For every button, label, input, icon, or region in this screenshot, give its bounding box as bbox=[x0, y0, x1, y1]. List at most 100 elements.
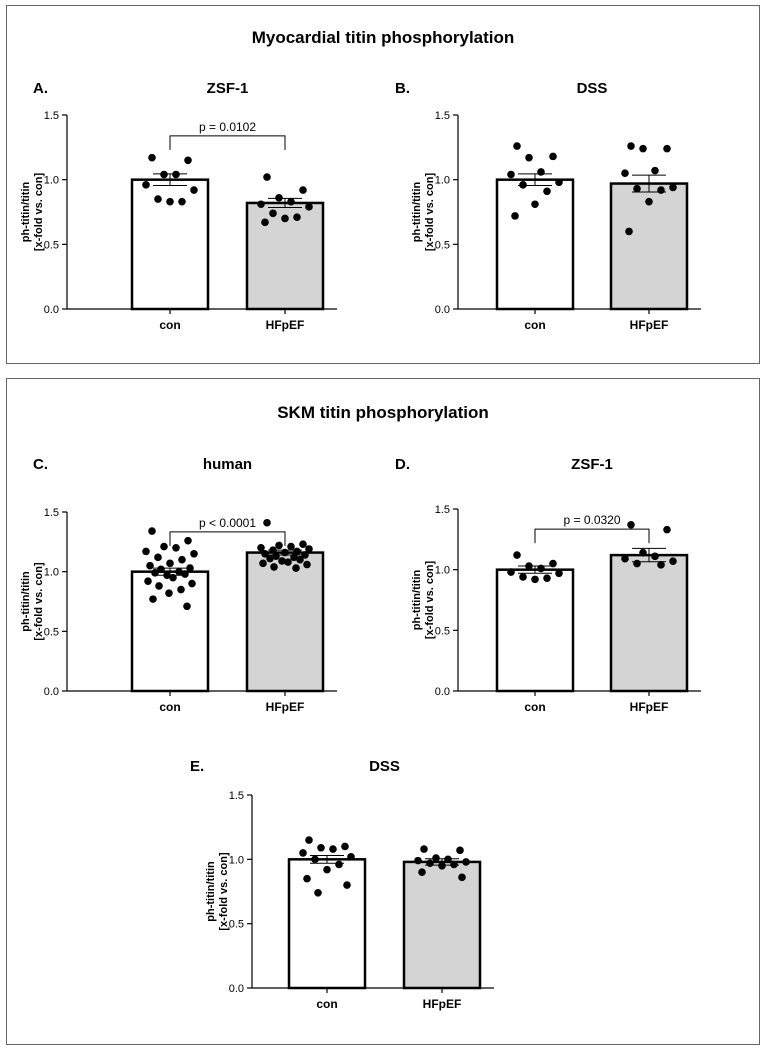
data-point bbox=[537, 168, 545, 176]
data-point bbox=[257, 544, 265, 552]
data-point bbox=[149, 595, 157, 603]
chart-panel-d: D. ZSF-1 ph-titin/titin [x-fold vs. con] 0.0… bbox=[395, 456, 701, 714]
chart-title: ZSF-1 bbox=[207, 80, 249, 97]
data-point bbox=[275, 541, 283, 550]
data-point bbox=[621, 169, 629, 177]
data-point bbox=[292, 564, 300, 572]
data-point bbox=[317, 843, 325, 852]
data-point bbox=[259, 559, 267, 568]
y-tick-label: 1.5 bbox=[44, 507, 59, 519]
y-tick-label: 0.5 bbox=[435, 239, 450, 251]
bar-con bbox=[495, 178, 575, 311]
x-tick-label: con bbox=[159, 700, 180, 714]
data-point bbox=[432, 854, 440, 862]
data-point bbox=[184, 156, 192, 165]
y-axis-label: [x-fold vs. con] bbox=[424, 173, 436, 252]
data-point bbox=[621, 554, 629, 563]
data-point bbox=[190, 549, 198, 558]
y-axis-label: ph-titin/titin bbox=[205, 861, 217, 922]
x-tick-label: con bbox=[159, 318, 180, 332]
data-point bbox=[270, 563, 278, 571]
data-point bbox=[142, 547, 150, 556]
data-point bbox=[555, 569, 563, 578]
data-point bbox=[186, 564, 194, 572]
data-point bbox=[287, 542, 295, 551]
data-point bbox=[645, 197, 653, 206]
data-point bbox=[651, 166, 659, 175]
data-point bbox=[303, 874, 311, 883]
skm-section: SKM titin phosphorylation bbox=[6, 378, 760, 1045]
data-point bbox=[188, 579, 196, 588]
significance-bracket bbox=[534, 528, 650, 544]
chart-title: DSS bbox=[577, 80, 608, 97]
data-point bbox=[146, 561, 154, 570]
data-point bbox=[525, 153, 533, 162]
data-point bbox=[263, 173, 271, 181]
data-point bbox=[639, 548, 647, 557]
y-axis-label: ph-titin/titin bbox=[411, 569, 423, 630]
data-point bbox=[531, 200, 539, 209]
data-point bbox=[303, 560, 311, 569]
panel-label: C. bbox=[33, 456, 48, 473]
data-point bbox=[543, 574, 551, 582]
y-axis-label: [x-fold vs. con] bbox=[33, 173, 45, 252]
data-point bbox=[507, 568, 515, 576]
data-point bbox=[172, 544, 180, 552]
significance-label: p < 0.0001 bbox=[199, 516, 256, 530]
y-tick-label: 0.0 bbox=[44, 304, 59, 316]
data-point bbox=[418, 868, 426, 876]
data-point bbox=[341, 842, 349, 851]
data-point bbox=[323, 865, 331, 874]
data-point bbox=[625, 227, 633, 236]
x-tick-label: con bbox=[524, 700, 545, 714]
x-tick-label: HFpEF bbox=[630, 318, 669, 332]
data-point bbox=[438, 861, 446, 870]
data-point bbox=[305, 203, 313, 211]
data-point bbox=[278, 557, 286, 565]
data-point bbox=[519, 573, 527, 581]
y-axis-label: [x-fold vs. con] bbox=[424, 561, 436, 640]
data-point bbox=[266, 554, 274, 563]
y-axis-label: ph-titin/titin bbox=[20, 571, 32, 632]
data-point bbox=[175, 567, 183, 576]
data-point bbox=[335, 860, 343, 869]
data-point bbox=[178, 197, 186, 206]
data-point bbox=[178, 555, 186, 564]
data-point bbox=[154, 195, 162, 203]
data-point bbox=[165, 589, 173, 597]
y-tick-label: 0.0 bbox=[435, 304, 450, 316]
data-point bbox=[663, 144, 671, 153]
panel-label: E. bbox=[190, 758, 204, 775]
data-point bbox=[426, 859, 434, 867]
y-axis-label: [x-fold vs. con] bbox=[33, 562, 45, 641]
data-point bbox=[166, 197, 174, 206]
y-tick-label: 1.5 bbox=[229, 790, 244, 802]
data-point bbox=[183, 602, 191, 611]
y-tick-label: 0.5 bbox=[435, 625, 450, 637]
significance-label: p = 0.0102 bbox=[199, 120, 256, 134]
data-point bbox=[261, 218, 269, 227]
bar-con bbox=[495, 568, 575, 693]
data-point bbox=[555, 178, 563, 187]
x-tick-label: HFpEF bbox=[266, 318, 305, 332]
data-point bbox=[263, 518, 271, 527]
skm-section-title: SKM titin phosphorylation bbox=[277, 403, 489, 422]
data-point bbox=[142, 181, 150, 189]
significance-label: p = 0.0320 bbox=[563, 513, 620, 527]
data-point bbox=[293, 547, 301, 556]
data-point bbox=[305, 836, 313, 844]
x-tick-label: HFpEF bbox=[630, 700, 669, 714]
data-point bbox=[519, 181, 527, 189]
chart-panel-b: B. DSS ph-titin/titin [x-fold vs. con] 0.0 0.… bbox=[395, 80, 701, 332]
data-point bbox=[507, 170, 515, 179]
data-point bbox=[657, 186, 665, 194]
y-axis-label: [x-fold vs. con] bbox=[218, 852, 230, 931]
y-tick-label: 1.5 bbox=[435, 504, 450, 516]
data-point bbox=[627, 142, 635, 150]
data-point bbox=[293, 213, 301, 221]
data-point bbox=[549, 559, 557, 568]
data-point bbox=[157, 565, 165, 574]
data-point bbox=[669, 183, 677, 192]
x-tick-label: con bbox=[524, 318, 545, 332]
data-point bbox=[284, 558, 292, 566]
